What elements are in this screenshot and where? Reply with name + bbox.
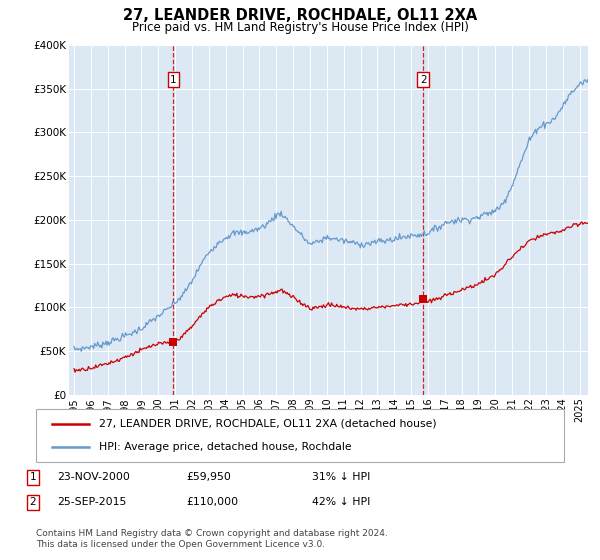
Text: 23-NOV-2000: 23-NOV-2000 xyxy=(57,472,130,482)
Text: 2: 2 xyxy=(420,75,427,85)
Text: £110,000: £110,000 xyxy=(186,497,238,507)
Text: Contains HM Land Registry data © Crown copyright and database right 2024.
This d: Contains HM Land Registry data © Crown c… xyxy=(36,529,388,549)
FancyBboxPatch shape xyxy=(36,409,564,462)
Text: 1: 1 xyxy=(170,75,177,85)
Text: 42% ↓ HPI: 42% ↓ HPI xyxy=(312,497,370,507)
Text: £59,950: £59,950 xyxy=(186,472,231,482)
Text: 27, LEANDER DRIVE, ROCHDALE, OL11 2XA: 27, LEANDER DRIVE, ROCHDALE, OL11 2XA xyxy=(123,8,477,24)
Text: 25-SEP-2015: 25-SEP-2015 xyxy=(57,497,127,507)
Text: 2: 2 xyxy=(29,497,37,507)
Text: 31% ↓ HPI: 31% ↓ HPI xyxy=(312,472,370,482)
Text: Price paid vs. HM Land Registry's House Price Index (HPI): Price paid vs. HM Land Registry's House … xyxy=(131,21,469,34)
Text: HPI: Average price, detached house, Rochdale: HPI: Average price, detached house, Roch… xyxy=(100,442,352,452)
Text: 27, LEANDER DRIVE, ROCHDALE, OL11 2XA (detached house): 27, LEANDER DRIVE, ROCHDALE, OL11 2XA (d… xyxy=(100,419,437,429)
Text: 1: 1 xyxy=(29,472,37,482)
